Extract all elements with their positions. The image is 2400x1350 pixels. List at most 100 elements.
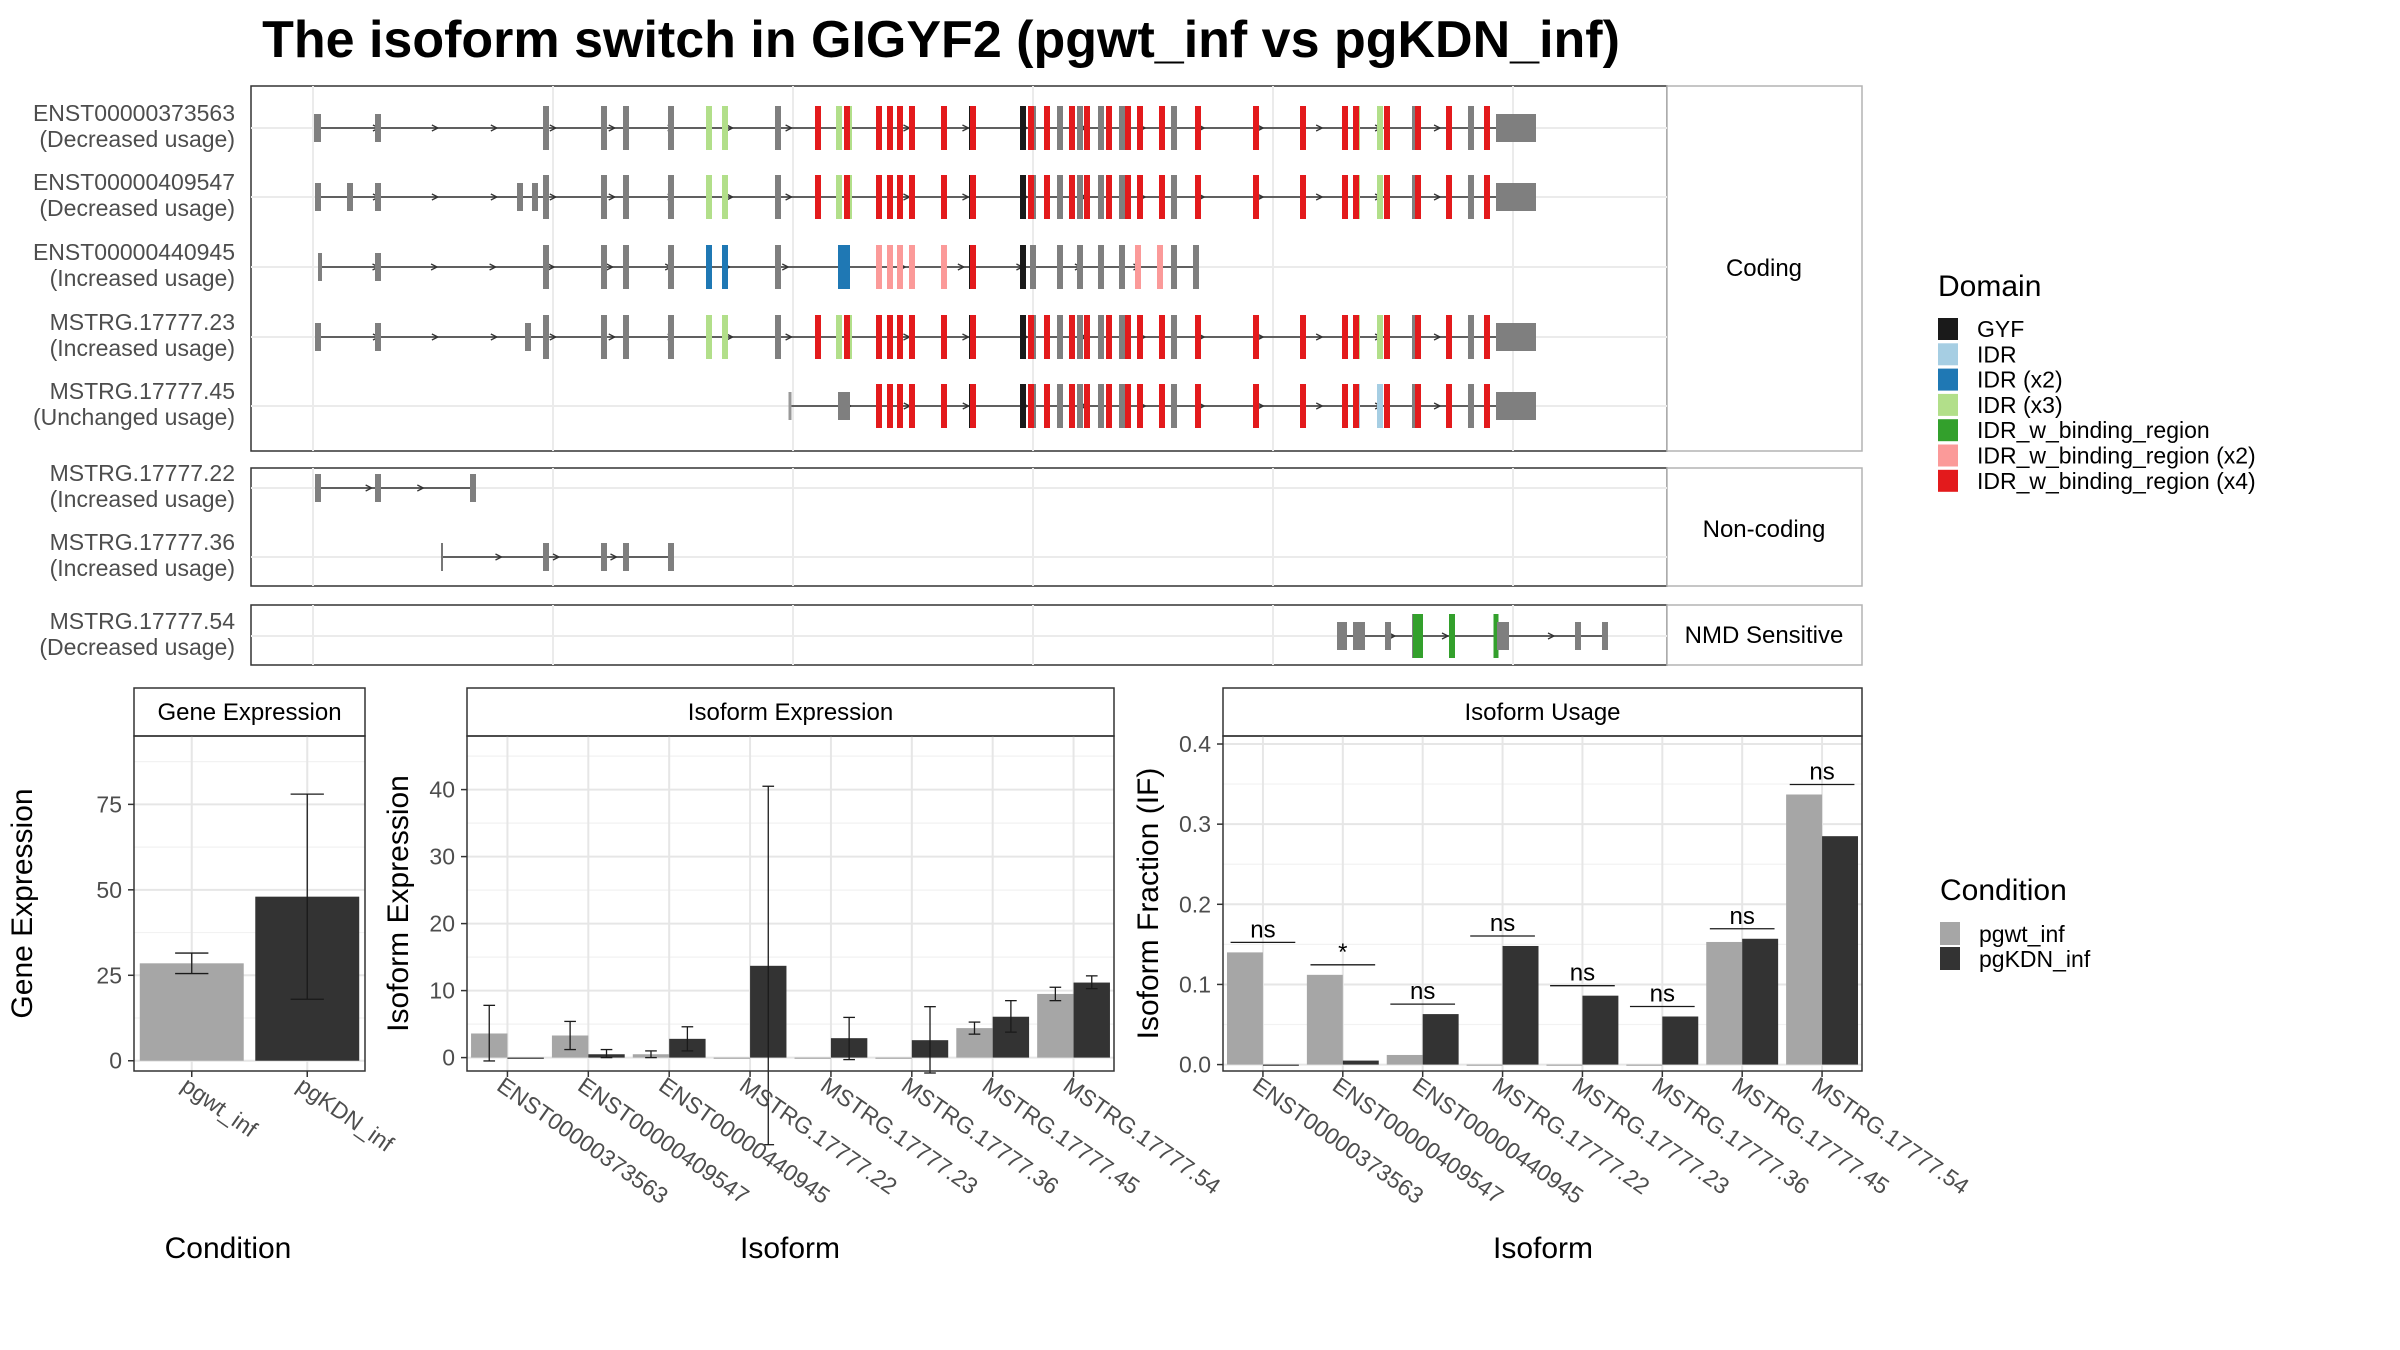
exon (1137, 175, 1143, 219)
transcript-track (318, 245, 1199, 289)
exon (775, 245, 781, 289)
strand-arrow (962, 402, 971, 410)
domain-legend-label: IDR_w_binding_region (1977, 417, 2210, 443)
exon (1377, 106, 1383, 150)
exon (1415, 315, 1421, 359)
exon (1384, 106, 1390, 150)
exon (1377, 384, 1383, 428)
y-tick-label: 40 (429, 777, 455, 803)
nmd-strip (1666, 604, 1863, 666)
exon (1106, 175, 1112, 219)
exon (1030, 245, 1036, 289)
transcript-id-label: MSTRG.17777.36 (50, 529, 235, 555)
domain-legend-label: IDR (x2) (1977, 367, 2063, 393)
exon (1137, 384, 1143, 428)
exon (1020, 106, 1026, 150)
exon (815, 175, 821, 219)
strand-arrow (962, 333, 970, 341)
panel-border (133, 735, 366, 1072)
y-axis-title: Isoform Fraction (IF) (1132, 768, 1165, 1040)
exon (1468, 175, 1474, 219)
exon (1057, 315, 1063, 359)
coding-strip (1666, 85, 1863, 452)
exon (315, 183, 321, 211)
y-tick-label: 50 (96, 877, 122, 903)
transcript-id-label: ENST00000409547 (33, 169, 235, 195)
exon (314, 114, 320, 142)
bar (1626, 1064, 1663, 1066)
y-tick-label: 0.3 (1179, 811, 1211, 837)
exon (1171, 384, 1177, 428)
exon (1195, 384, 1201, 428)
bar (1386, 1054, 1423, 1065)
bar (1662, 1016, 1699, 1065)
transcript-usage-label: (Decreased usage) (39, 195, 235, 221)
domain-legend-label: GYF (1977, 316, 2024, 342)
exon (543, 175, 549, 219)
strand-arrow (1315, 333, 1324, 341)
exon (876, 106, 882, 150)
exon (909, 384, 915, 428)
significance-label: ns (1730, 903, 1755, 930)
facet-label-coding: Coding (1726, 255, 1802, 282)
transcript-track (315, 175, 1536, 219)
strand-arrow (489, 263, 498, 271)
exon (375, 114, 381, 142)
strand-arrow (1433, 333, 1442, 341)
transcript-id-label: MSTRG.17777.23 (50, 309, 235, 335)
condition-legend-swatch (1940, 947, 1960, 970)
exon (1353, 106, 1359, 150)
strand-arrow (1433, 402, 1442, 410)
x-axis-title: Condition (165, 1232, 292, 1265)
exon (1119, 106, 1125, 150)
exon (722, 106, 728, 150)
strand-arrow (785, 333, 794, 341)
exon (722, 245, 728, 289)
transcript-usage-label: (Decreased usage) (39, 126, 235, 152)
significance-label: ns (1570, 960, 1595, 987)
exon (1384, 315, 1390, 359)
exon (623, 245, 629, 289)
transcript-id-label: MSTRG.17777.22 (50, 460, 235, 486)
exon (815, 106, 821, 150)
transcript-labels: ENST00000373563(Decreased usage)ENST0000… (33, 100, 235, 660)
exon (1449, 614, 1455, 658)
bar (1342, 1060, 1379, 1065)
exon (887, 384, 893, 428)
exon (836, 175, 842, 219)
exon (1077, 106, 1083, 150)
exon (1125, 384, 1131, 428)
strand-arrow (1547, 632, 1556, 640)
exon (909, 175, 915, 219)
noncoding-strip (1666, 467, 1863, 587)
exon (897, 384, 903, 428)
exon (1084, 384, 1090, 428)
bar (1226, 952, 1263, 1065)
y-tick-label: 0 (442, 1045, 455, 1071)
exon (1044, 106, 1050, 150)
strand-arrow (962, 124, 970, 132)
noncoding-panel-frame (250, 467, 1668, 587)
exon (1044, 315, 1050, 359)
y-tick-label: 0.1 (1179, 971, 1211, 997)
exon (1253, 384, 1259, 428)
exon (1484, 315, 1490, 359)
exon (668, 315, 674, 359)
bar (1037, 993, 1074, 1058)
exon (1171, 106, 1177, 150)
exon (1353, 384, 1359, 428)
strand-arrow (1315, 193, 1324, 201)
strand-arrow (552, 553, 561, 561)
exon (1342, 175, 1348, 219)
exon (1098, 245, 1104, 289)
exon (1020, 175, 1026, 219)
exon (1098, 175, 1104, 219)
strand-arrow (431, 193, 440, 201)
exon (1415, 106, 1421, 150)
condition-legend-label: pgKDN_inf (1979, 946, 2091, 972)
strand-arrow (490, 333, 499, 341)
exon (1125, 175, 1131, 219)
chart-3: Isoform Usage ns * ns ns ns ns ns ns 0.0 0.1 0.2 0.3… (1132, 687, 1974, 1265)
strand-arrow (1433, 193, 1442, 201)
exon (876, 175, 882, 219)
